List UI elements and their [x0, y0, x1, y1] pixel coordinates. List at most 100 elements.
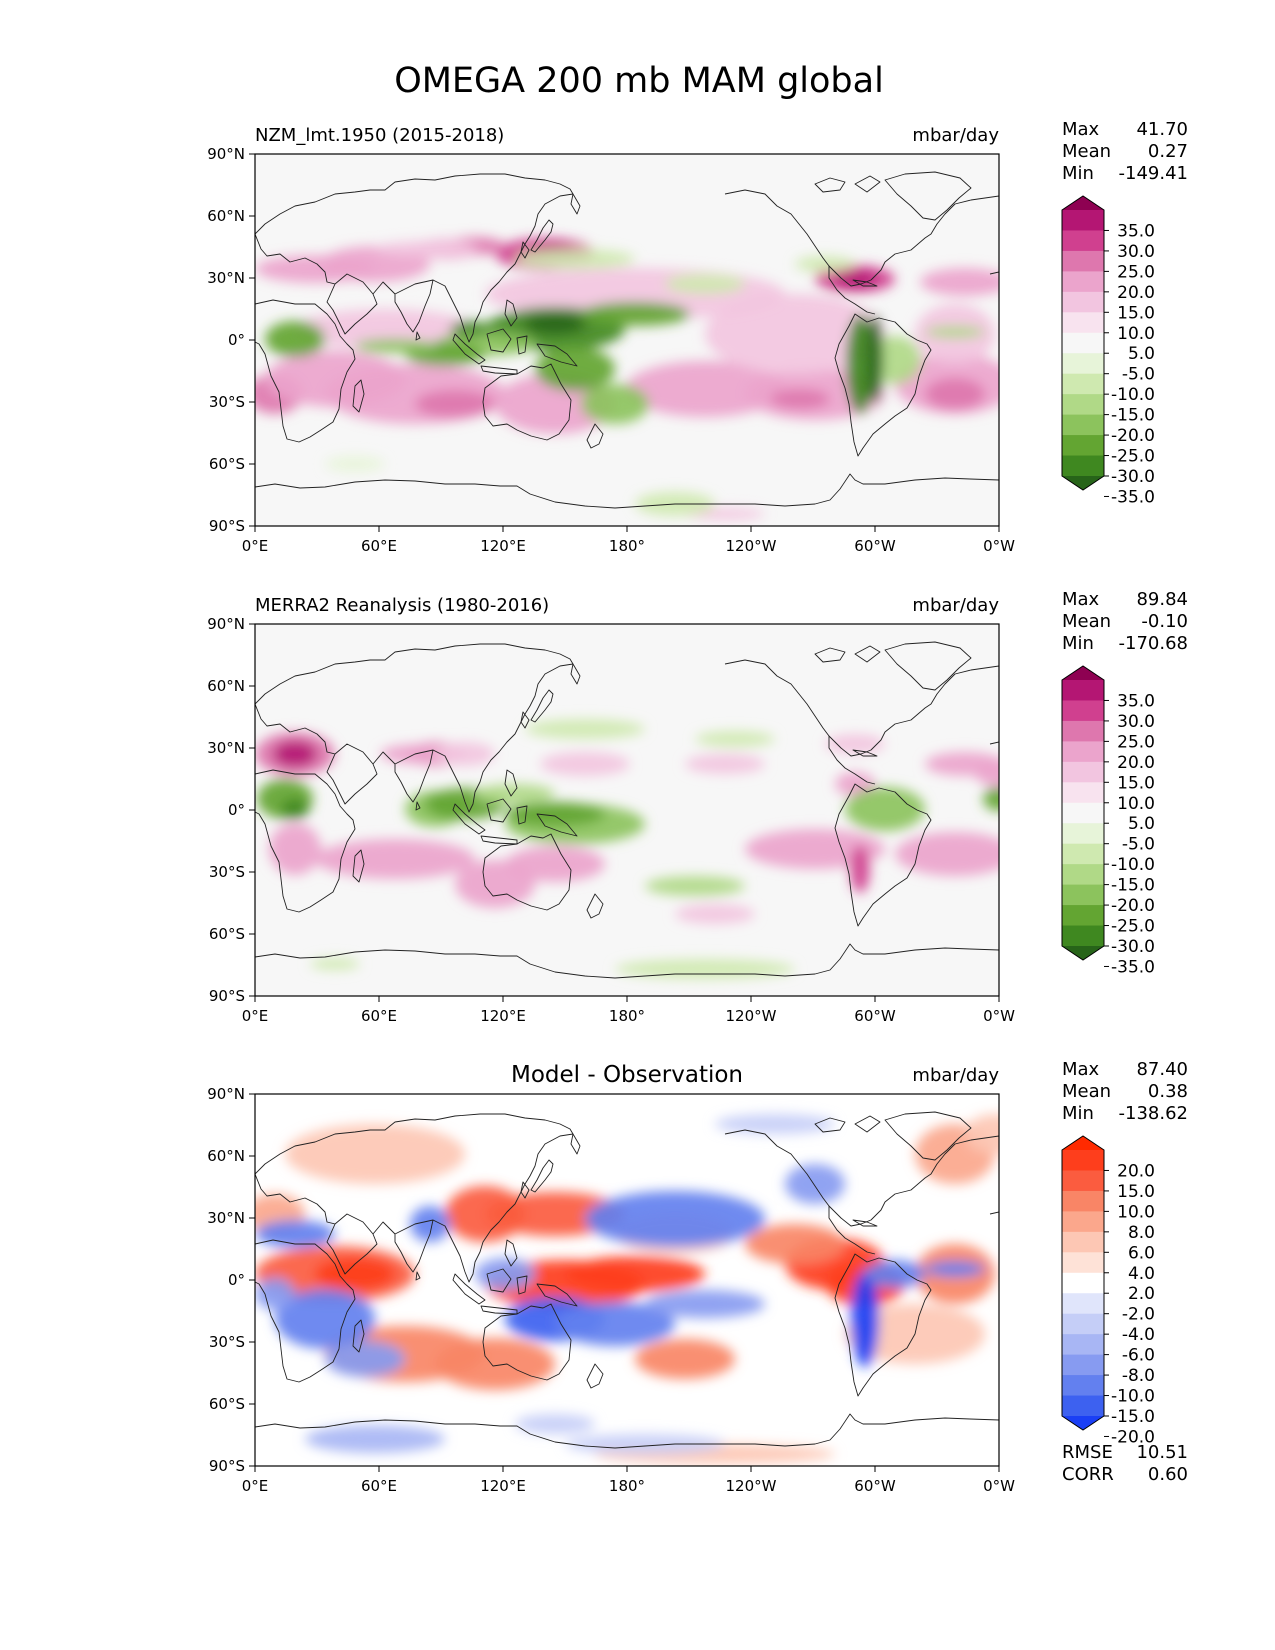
stat-label: Min — [1062, 633, 1094, 654]
colorbar-label: -15.0 — [1111, 876, 1155, 896]
y-tick-label: 60°N — [207, 1147, 245, 1165]
stat-label: Max — [1062, 589, 1100, 610]
colorbar-label: -35.0 — [1111, 957, 1155, 977]
field-blob — [975, 760, 999, 788]
field-blob — [745, 829, 885, 869]
x-tick-label: 0°W — [983, 1007, 1015, 1025]
colorbar-label: -20.0 — [1111, 896, 1155, 916]
field-blob — [925, 1261, 985, 1277]
colorbar-bin — [1062, 925, 1104, 947]
field-blob — [770, 389, 830, 409]
x-tick-label: 0°E — [242, 1007, 269, 1025]
field-blob — [555, 1302, 675, 1346]
colorbar-bin — [1062, 680, 1104, 702]
field-blob — [565, 1256, 705, 1292]
x-tick-label: 120°E — [480, 537, 526, 555]
field-blob — [625, 361, 785, 417]
field-blob — [850, 845, 870, 893]
colorbar-label: -25.0 — [1111, 917, 1155, 937]
x-tick-label: 0°E — [242, 1477, 269, 1495]
colorbar-label: 5.0 — [1128, 814, 1155, 834]
y-tick-label: 90°S — [209, 517, 245, 535]
colorbar-bin — [1062, 884, 1104, 906]
x-tick-label: 180° — [609, 1477, 645, 1495]
panel-units: mbar/day — [912, 125, 999, 146]
colorbar-label: 15.0 — [1117, 303, 1155, 323]
stat-value: 0.27 — [1148, 141, 1188, 162]
colorbar-label: 20.0 — [1117, 283, 1155, 303]
x-tick-label: 60°W — [854, 537, 896, 555]
stat-value: 89.84 — [1136, 589, 1188, 610]
stat-value: 0.38 — [1148, 1081, 1188, 1102]
colorbar-bin — [1062, 1293, 1104, 1315]
field-blob — [920, 268, 999, 296]
stat-label: Max — [1062, 119, 1100, 140]
colorbar-bin — [1062, 843, 1104, 865]
colorbar-extend-bottom — [1062, 1416, 1104, 1430]
colorbar-label: 5.0 — [1128, 344, 1155, 364]
x-tick-label: 60°E — [361, 1007, 397, 1025]
field-blob — [525, 314, 585, 334]
colorbar-label: -15.0 — [1111, 406, 1155, 426]
field-blob — [895, 832, 999, 876]
field-blob — [315, 1258, 395, 1290]
field-blob — [281, 799, 309, 819]
field-blob — [375, 241, 475, 257]
y-tick-label: 30°N — [207, 1209, 245, 1227]
colorbar-label: 10.0 — [1117, 1202, 1155, 1222]
field-blob — [925, 326, 985, 338]
colorbar-extend-bottom — [1062, 476, 1104, 490]
stat-value: 87.40 — [1136, 1059, 1188, 1080]
x-tick-label: 180° — [609, 537, 645, 555]
field-blob — [795, 256, 855, 272]
stat-value: 41.70 — [1136, 119, 1188, 140]
x-tick-label: 120°E — [480, 1007, 526, 1025]
field-blob — [833, 271, 877, 287]
stat-value: -0.10 — [1141, 611, 1188, 632]
field-blob — [475, 1258, 535, 1290]
x-tick-label: 60°W — [854, 1477, 896, 1495]
y-tick-label: 0° — [228, 331, 245, 349]
stat-value: -149.41 — [1119, 163, 1188, 184]
stat-label: Max — [1062, 1059, 1100, 1080]
contour-field — [255, 1111, 999, 1464]
colorbar-bin — [1062, 741, 1104, 763]
colorbar-bin — [1062, 905, 1104, 927]
colorbar-label: -10.0 — [1111, 1387, 1155, 1407]
y-tick-label: 60°N — [207, 677, 245, 695]
x-tick-label: 60°E — [361, 537, 397, 555]
colorbar-bin — [1062, 1313, 1104, 1335]
colorbar-label: 15.0 — [1117, 773, 1155, 793]
colorbar-label: 10.0 — [1117, 324, 1155, 344]
colorbar-label: 6.0 — [1128, 1243, 1155, 1263]
field-blob — [415, 390, 495, 418]
colorbar-label: -4.0 — [1122, 1325, 1155, 1345]
field-blob — [505, 846, 605, 882]
field-blob — [705, 294, 885, 374]
field-blob — [675, 904, 755, 924]
y-tick-label: 30°S — [209, 1333, 245, 1351]
y-tick-label: 60°S — [209, 455, 245, 473]
contour-field — [255, 641, 999, 979]
colorbar-bin — [1062, 1170, 1104, 1192]
colorbar-extend-top — [1062, 1136, 1104, 1150]
colorbar-label: 35.0 — [1117, 221, 1155, 241]
x-tick-label: 60°E — [361, 1477, 397, 1495]
colorbar-label: 25.0 — [1117, 732, 1155, 752]
colorbar-bin — [1062, 1375, 1104, 1397]
colorbar-bin — [1062, 782, 1104, 804]
colorbar-bin — [1062, 1272, 1104, 1294]
colorbar-bin — [1062, 455, 1104, 477]
colorbar: 35.030.025.020.015.010.05.0-5.0-10.0-15.… — [1061, 665, 1155, 977]
y-tick-label: 60°S — [209, 925, 245, 943]
field-blob — [410, 1206, 450, 1242]
colorbar-bin — [1062, 1334, 1104, 1356]
y-tick-label: 90°N — [207, 615, 245, 633]
x-tick-label: 120°E — [480, 1477, 526, 1495]
colorbar-label: -20.0 — [1111, 426, 1155, 446]
colorbar-bin — [1062, 312, 1104, 334]
field-blob — [983, 787, 999, 811]
colorbar-bin — [1062, 720, 1104, 742]
colorbar-label: 10.0 — [1117, 794, 1155, 814]
colorbar-label: 20.0 — [1117, 753, 1155, 773]
